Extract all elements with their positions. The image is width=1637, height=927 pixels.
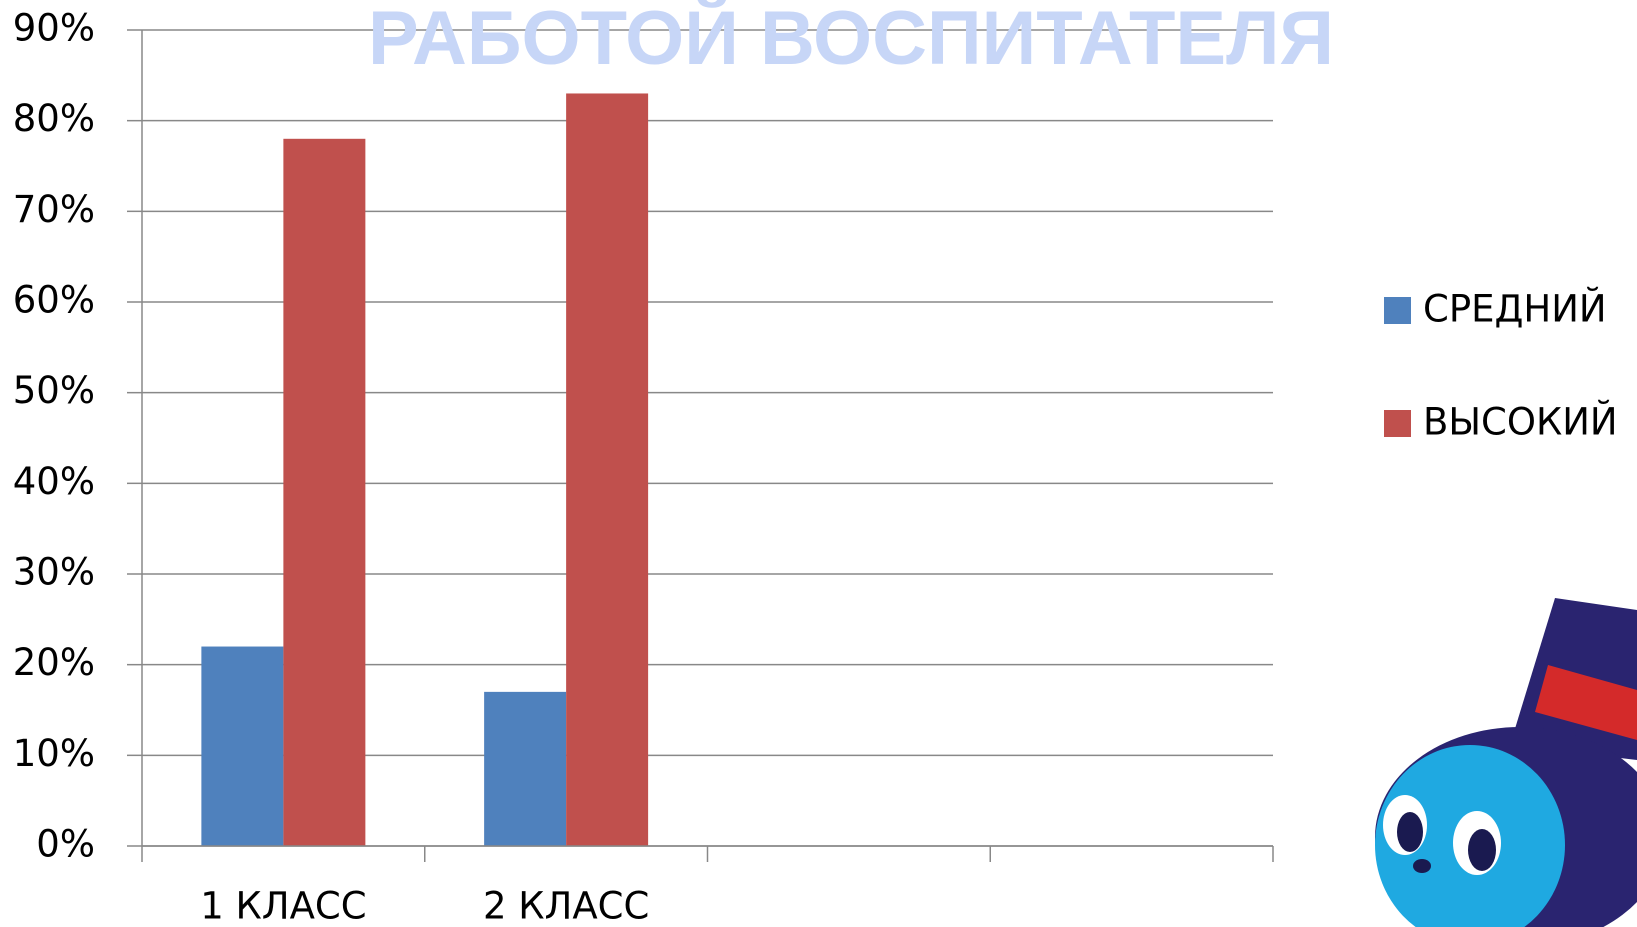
y-tick-label: 80% xyxy=(13,97,95,140)
y-tick-label: 30% xyxy=(13,551,95,594)
plot-area: 0% 10% 20% 30% 40% 50% 60% 70% 80% 90% 1 КЛАСС 2 КЛ… xyxy=(13,7,1618,927)
y-tick-label: 40% xyxy=(13,460,95,503)
y-tick-label: 90% xyxy=(13,7,95,50)
mascot-nose xyxy=(1413,859,1431,873)
y-tick-label: 20% xyxy=(13,641,95,684)
legend-label: СРЕДНИЙ xyxy=(1423,287,1607,331)
mascot-pupil xyxy=(1468,829,1496,871)
y-tick-label: 0% xyxy=(36,823,95,866)
y-tick-label: 70% xyxy=(13,188,95,231)
legend-label: ВЫСОКИЙ xyxy=(1423,400,1618,444)
y-tick-label: 50% xyxy=(13,369,95,412)
bar xyxy=(566,93,648,846)
legend-swatch xyxy=(1384,410,1411,437)
chart: 0% 10% 20% 30% 40% 50% 60% 70% 80% 90% 1 КЛАСС 2 КЛ… xyxy=(0,0,1637,927)
mascot xyxy=(1375,598,1637,927)
bar xyxy=(201,647,283,846)
y-tick-label: 10% xyxy=(13,732,95,775)
bar xyxy=(484,692,566,846)
legend-swatch xyxy=(1384,297,1411,324)
chart-title: РАБОТОЙ ВОСПИТАТЕЛЯ xyxy=(368,0,1334,81)
x-tick-label: 1 КЛАСС xyxy=(200,885,366,927)
y-tick-label: 60% xyxy=(13,279,95,322)
mascot-pupil xyxy=(1397,812,1423,852)
bar xyxy=(283,139,365,846)
x-tick-label: 2 КЛАСС xyxy=(483,885,649,927)
